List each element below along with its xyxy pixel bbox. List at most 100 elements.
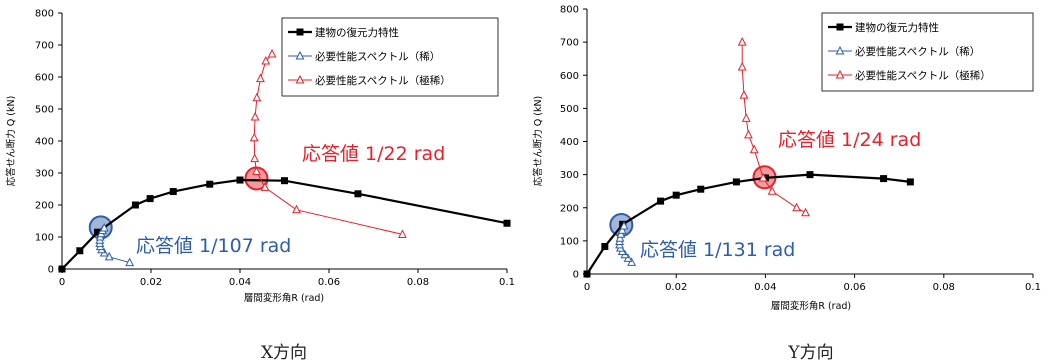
x-tick-label: 0 — [584, 282, 590, 293]
y-tick-label: 200 — [35, 201, 54, 212]
data-point — [801, 207, 810, 217]
data-point — [749, 144, 759, 154]
x-axis-title: 層間変形角R (rad) — [771, 300, 851, 312]
data-point — [131, 201, 139, 209]
y-tick-label: 300 — [35, 169, 54, 180]
y-tick-label: 500 — [560, 104, 579, 115]
data-point — [737, 61, 747, 71]
data-point — [697, 185, 705, 193]
data-point — [261, 55, 271, 65]
data-point — [880, 175, 888, 183]
chart-caption: Y方向 — [787, 343, 833, 363]
x-tick-label: 0.1 — [499, 277, 515, 288]
data-point — [252, 166, 261, 175]
data-point — [583, 270, 591, 278]
data-point — [617, 225, 627, 234]
data-point — [146, 195, 154, 203]
legend-entry: 建物の復元力特性 — [315, 26, 399, 39]
data-point — [99, 222, 109, 232]
y-tick-label: 800 — [560, 5, 579, 16]
x-tick-label: 0.06 — [318, 277, 340, 288]
data-point — [260, 182, 270, 191]
y-axis-title: 応答せん断力 Q (kN) — [5, 96, 17, 187]
y-tick-label: 300 — [560, 170, 579, 181]
y-tick-label: 100 — [35, 233, 54, 244]
data-point — [292, 204, 301, 214]
x-tick-label: 0.02 — [140, 277, 162, 288]
data-point — [792, 202, 802, 212]
data-point — [354, 190, 362, 198]
legend-swatch-marker — [835, 45, 845, 55]
x-tick-label: 0 — [59, 277, 65, 288]
data-point — [398, 229, 407, 238]
response-annotation: 応答値 1/131 rad — [640, 239, 795, 261]
response-annotation: 応答値 1/107 rad — [136, 235, 291, 257]
y-tick-label: 800 — [35, 9, 54, 20]
y-tick-label: 500 — [35, 105, 54, 116]
x-tick-label: 0.1 — [1025, 282, 1041, 293]
data-point — [619, 220, 629, 230]
data-point — [806, 171, 814, 179]
x-tick-label: 0.04 — [754, 282, 776, 293]
data-point — [744, 129, 753, 139]
data-point — [250, 111, 260, 121]
data-point — [236, 176, 244, 184]
y-tick-label: 700 — [560, 38, 579, 49]
data-point — [672, 191, 680, 199]
legend-box — [821, 12, 1034, 92]
data-point — [206, 180, 214, 188]
legend-swatch-marker — [296, 28, 304, 36]
x-tick-label: 0.08 — [407, 277, 429, 288]
data-point — [503, 219, 511, 227]
y-tick-label: 700 — [35, 41, 54, 52]
data-point — [249, 132, 259, 142]
data-point — [281, 177, 288, 185]
response-annotation: 応答値 1/24 rad — [778, 129, 921, 151]
legend-swatch-marker — [295, 74, 305, 84]
data-point — [76, 247, 84, 255]
chart-panel-1: 0 100 200 300 400 500 600 700 800 0 0.02 0.04 0.06 0.… — [5, 9, 515, 364]
y-tick-label: 0 — [48, 265, 54, 276]
x-tick-label: 0.02 — [665, 282, 687, 293]
y-tick-label: 100 — [560, 236, 579, 247]
y-tick-label: 600 — [560, 71, 579, 82]
series-line-3 — [741, 42, 806, 214]
data-point — [657, 197, 665, 205]
y-tick-label: 400 — [35, 137, 54, 148]
data-point — [250, 153, 260, 163]
data-point — [737, 37, 747, 46]
legend-entry: 建物の復元力特性 — [855, 21, 939, 34]
legend-entry: 必要性能スペクトル（極稀） — [855, 69, 991, 82]
legend-swatch-marker — [295, 50, 305, 60]
data-point — [601, 243, 609, 251]
data-point — [267, 48, 277, 58]
data-point — [252, 92, 262, 102]
chart-panel-2: 0 100 200 300 400 500 600 700 800 0 0.02 0.04 0.06 0.… — [532, 5, 1041, 364]
data-point — [256, 73, 265, 83]
data-point — [125, 257, 135, 267]
legend-swatch-marker — [835, 69, 845, 79]
x-tick-label: 0.06 — [843, 282, 865, 293]
legend-entry: 必要性能スペクトル（稀） — [315, 50, 440, 63]
data-point — [758, 172, 768, 182]
chart-caption: X方向 — [261, 343, 307, 363]
x-tick-label: 0.08 — [933, 282, 955, 293]
x-tick-label: 0.04 — [229, 277, 251, 288]
data-point — [906, 178, 914, 186]
x-axis-title: 層間変形角R (rad) — [244, 292, 324, 304]
data-point — [739, 90, 749, 99]
y-tick-label: 600 — [35, 73, 54, 84]
y-tick-label: 400 — [560, 137, 579, 148]
data-point — [767, 186, 777, 195]
response-annotation: 応答値 1/22 rad — [302, 143, 445, 165]
data-point — [741, 113, 751, 122]
data-point — [94, 228, 102, 236]
legend-entry: 必要性能スペクトル（稀） — [855, 45, 980, 58]
data-point — [58, 265, 66, 273]
y-tick-label: 0 — [573, 270, 579, 281]
legend-box — [281, 17, 499, 97]
y-tick-label: 200 — [560, 203, 579, 214]
